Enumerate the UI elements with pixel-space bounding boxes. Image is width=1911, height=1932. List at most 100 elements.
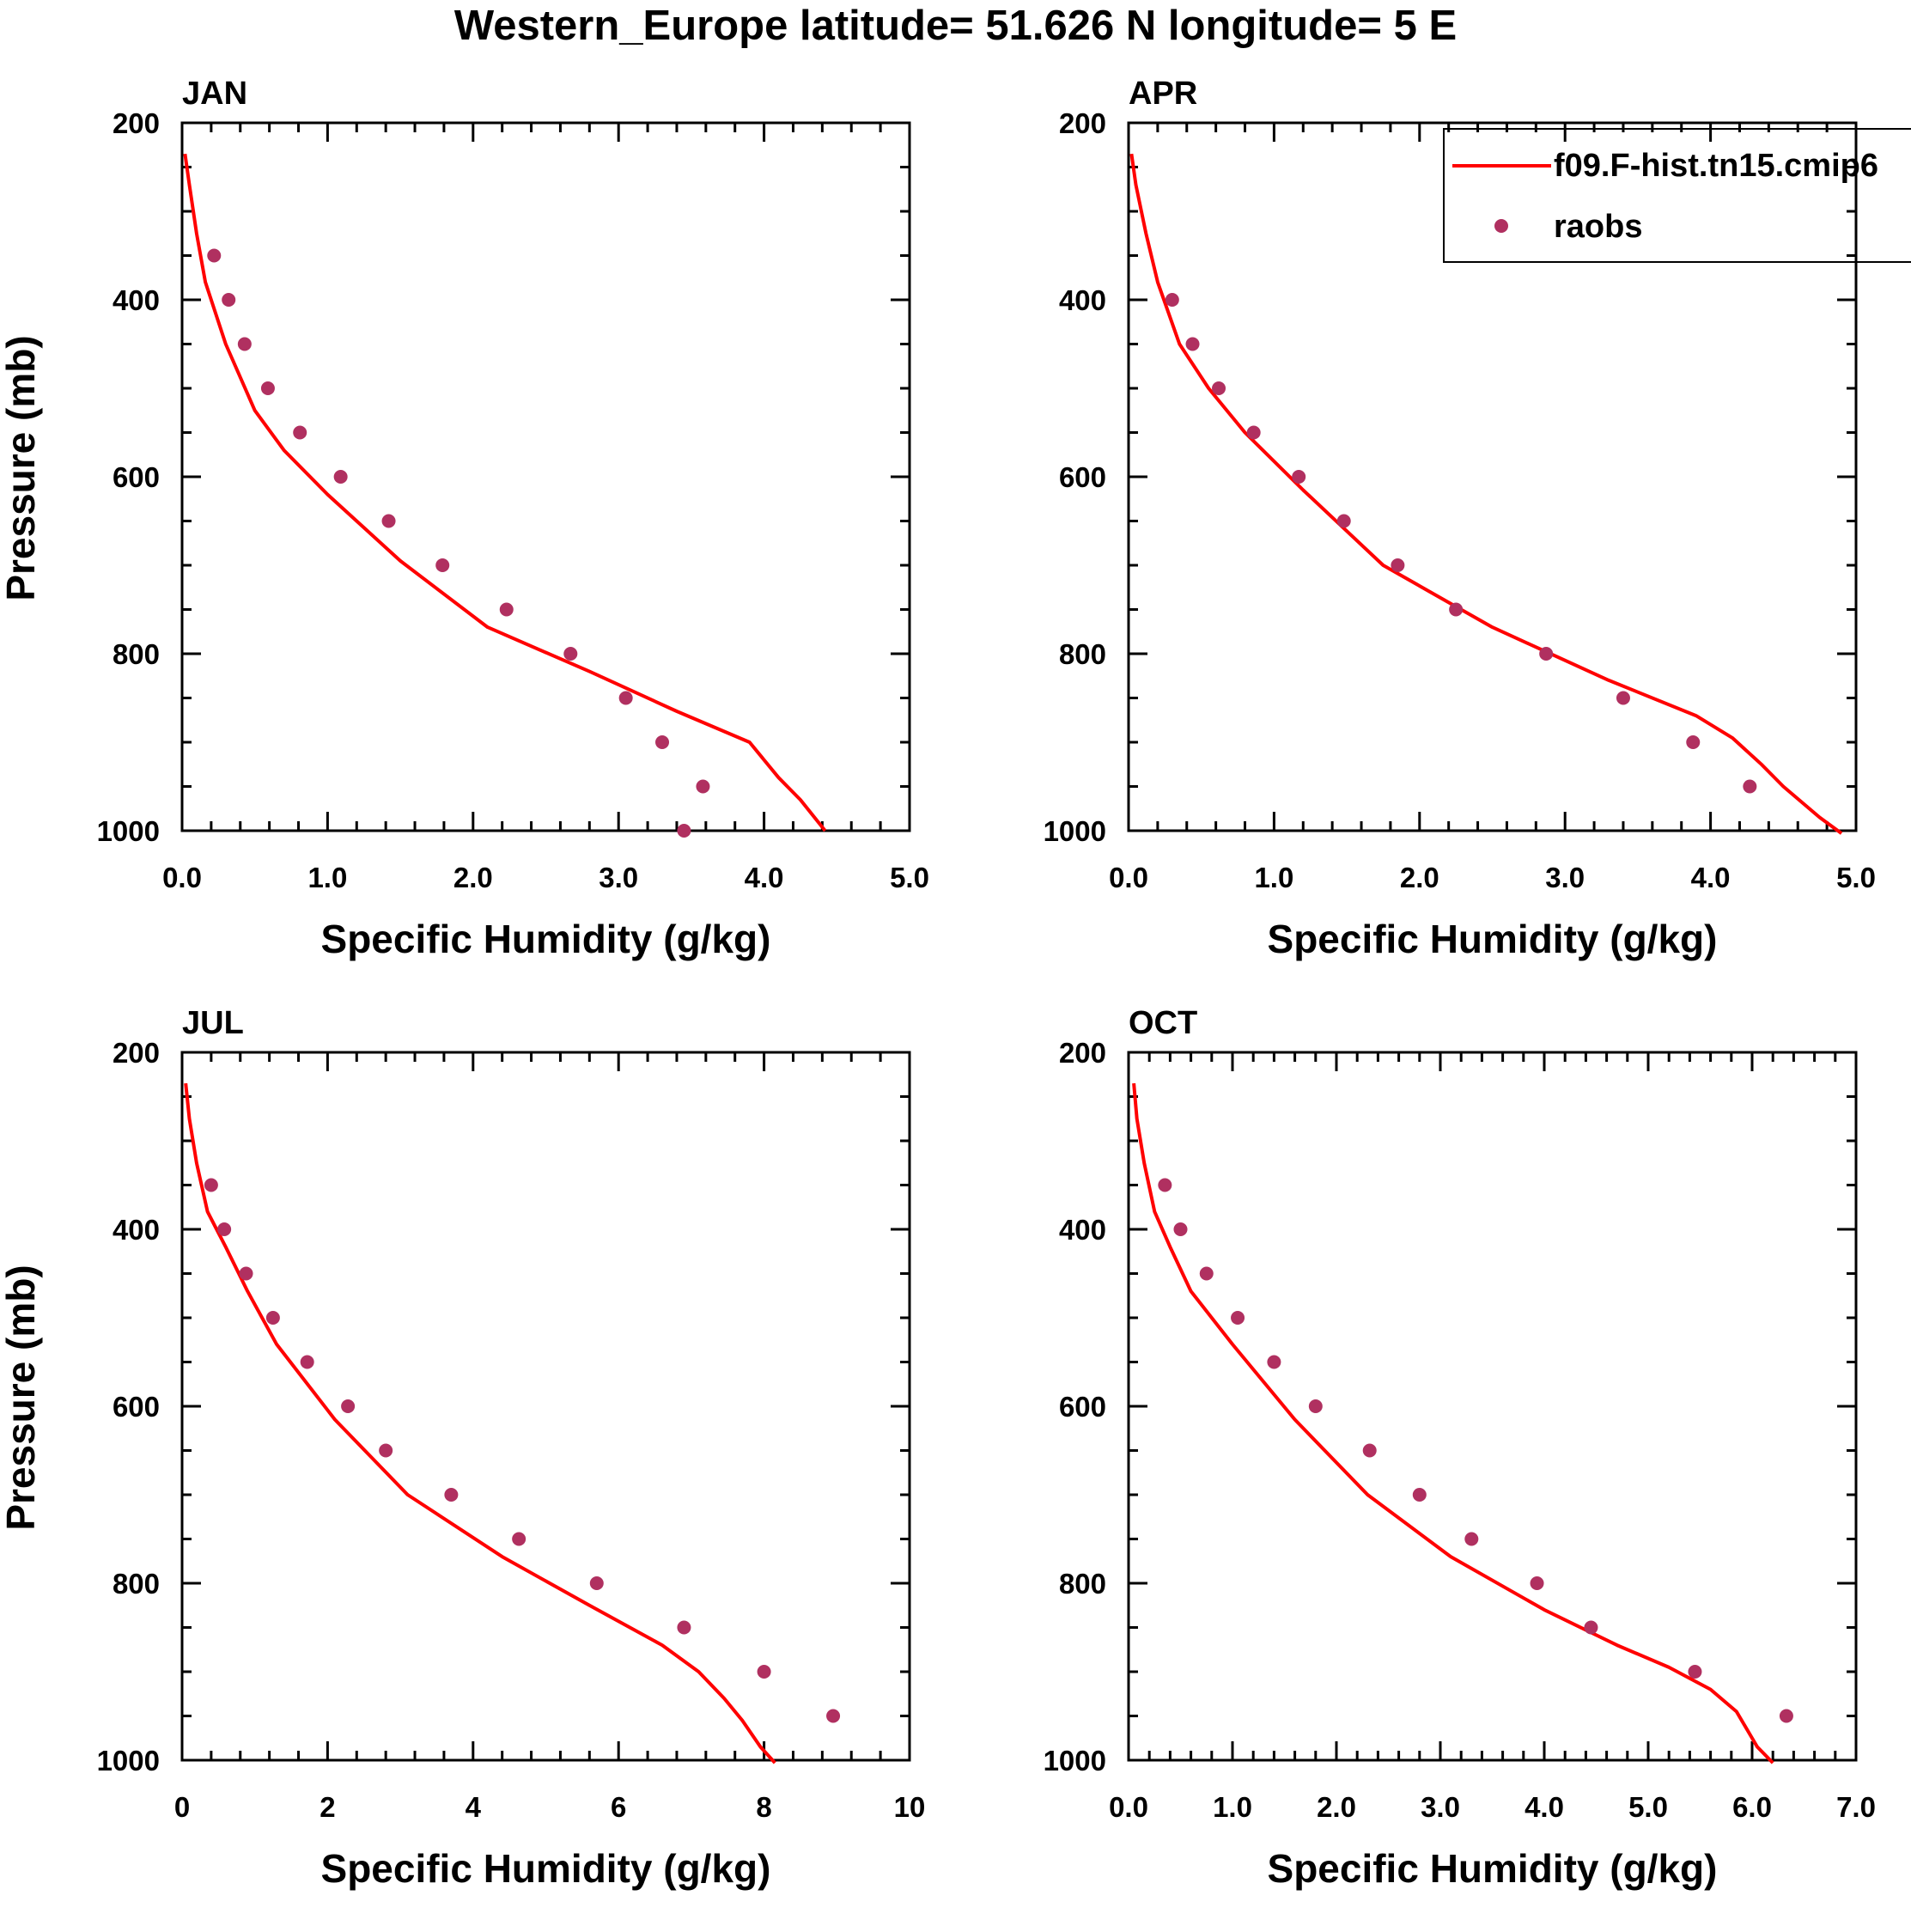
y-tick-label: 800 bbox=[1059, 638, 1106, 670]
figure-title: Western_Europe latitude= 51.626 N longit… bbox=[453, 3, 1458, 49]
y-tick-label: 800 bbox=[1059, 1568, 1106, 1600]
raobs-point bbox=[1688, 1665, 1702, 1679]
raobs-point bbox=[563, 647, 578, 661]
x-tick-label: 8 bbox=[756, 1791, 771, 1823]
y-tick-label: 200 bbox=[113, 107, 160, 139]
x-tick-label: 3.0 bbox=[1545, 862, 1585, 893]
raobs-point bbox=[237, 337, 252, 351]
raobs-point bbox=[217, 1222, 232, 1236]
x-axis-label: Specific Humidity (g/kg) bbox=[321, 917, 771, 961]
x-tick-label: 1.0 bbox=[1213, 1791, 1252, 1823]
raobs-point bbox=[618, 691, 633, 705]
raobs-point bbox=[1267, 1355, 1281, 1369]
raobs-point bbox=[239, 1266, 253, 1281]
raobs-point bbox=[333, 470, 348, 484]
raobs-point bbox=[341, 1399, 356, 1413]
x-tick-label: 2.0 bbox=[1317, 1791, 1356, 1823]
x-tick-label: 1.0 bbox=[307, 862, 347, 893]
x-tick-label: 3.0 bbox=[1421, 1791, 1460, 1823]
series-line-model bbox=[1132, 1082, 1774, 1764]
y-tick-label: 800 bbox=[113, 1568, 160, 1600]
panel-title: APR bbox=[1129, 76, 1197, 112]
x-tick-label: 0.0 bbox=[1109, 1791, 1148, 1823]
legend-label-model: f09.F-hist.tn15.cmip6 bbox=[1554, 148, 1878, 184]
raobs-point bbox=[696, 779, 710, 794]
chart-panel-apr: 0.0 1.0 2.0 3.0 4.0 5.0 200 400 600 800 1000 APR Spe… bbox=[1044, 76, 1911, 961]
y-tick-label: 600 bbox=[1059, 461, 1106, 493]
x-tick-label: 5.0 bbox=[890, 862, 929, 893]
raobs-point bbox=[1212, 381, 1226, 395]
raobs-point bbox=[1584, 1620, 1598, 1635]
chart-panel-jul: 0 2 4 6 8 10 200 400 600 800 1000 JUL Specific Humid… bbox=[0, 1005, 926, 1891]
x-tick-label: 4 bbox=[466, 1791, 482, 1823]
raobs-point bbox=[1464, 1532, 1479, 1546]
raobs-point bbox=[379, 1443, 393, 1458]
x-tick-label: 7.0 bbox=[1836, 1791, 1876, 1823]
raobs-point bbox=[381, 514, 396, 528]
raobs-point bbox=[293, 425, 307, 440]
x-tick-label: 6.0 bbox=[1732, 1791, 1772, 1823]
raobs-point bbox=[204, 1178, 218, 1192]
plot-frame bbox=[1127, 1051, 1858, 1762]
chart-panel-oct: 0.0 1.0 2.0 3.0 4.0 5.0 6.0 7.0 200 400 600 800 1000… bbox=[1044, 1005, 1876, 1891]
y-tick-label: 600 bbox=[1059, 1391, 1106, 1423]
raobs-point bbox=[1165, 293, 1179, 307]
raobs-point bbox=[1231, 1311, 1245, 1325]
series-line-model bbox=[183, 153, 827, 832]
raobs-point bbox=[265, 1311, 280, 1325]
raobs-point bbox=[1530, 1576, 1544, 1590]
raobs-point bbox=[655, 735, 670, 749]
raobs-point bbox=[1362, 1443, 1377, 1458]
raobs-point bbox=[1185, 337, 1200, 351]
x-tick-label: 0.0 bbox=[1109, 862, 1148, 893]
x-tick-label: 4.0 bbox=[1691, 862, 1731, 893]
raobs-point bbox=[1292, 470, 1306, 484]
x-tick-label: 6 bbox=[611, 1791, 626, 1823]
raobs-point bbox=[1199, 1266, 1214, 1281]
raobs-point bbox=[222, 293, 236, 307]
y-tick-label: 1000 bbox=[97, 815, 160, 847]
x-axis-label: Specific Humidity (g/kg) bbox=[1268, 1846, 1718, 1891]
raobs-point bbox=[1336, 514, 1351, 528]
chart-panel-jan: 0.0 1.0 2.0 3.0 4.0 5.0 200 400 600 800 1000 JAN Spe… bbox=[0, 76, 929, 961]
x-tick-label: 10 bbox=[894, 1791, 926, 1823]
raobs-point bbox=[677, 1620, 691, 1635]
raobs-point bbox=[1779, 1709, 1793, 1723]
y-tick-label: 600 bbox=[113, 461, 160, 493]
x-tick-label: 2.0 bbox=[1400, 862, 1439, 893]
x-axis-label: Specific Humidity (g/kg) bbox=[321, 1846, 771, 1891]
raobs-point bbox=[589, 1576, 604, 1590]
raobs-point bbox=[1686, 735, 1701, 749]
y-tick-label: 1000 bbox=[1044, 1745, 1106, 1777]
y-tick-label: 1000 bbox=[97, 1745, 160, 1777]
x-axis-label: Specific Humidity (g/kg) bbox=[1268, 917, 1718, 961]
raobs-point bbox=[1449, 602, 1464, 617]
raobs-point bbox=[260, 381, 275, 395]
panel-title: JUL bbox=[182, 1005, 244, 1041]
x-tick-label: 2 bbox=[320, 1791, 335, 1823]
raobs-point bbox=[1391, 558, 1405, 572]
legend-box bbox=[1443, 128, 1911, 263]
raobs-point bbox=[435, 558, 450, 572]
raobs-point bbox=[207, 248, 222, 263]
y-tick-label: 200 bbox=[1059, 107, 1106, 139]
y-axis-label: Pressure (mb) bbox=[0, 335, 43, 600]
legend-label-raobs: raobs bbox=[1554, 209, 1642, 245]
plot-frame bbox=[180, 121, 911, 832]
y-tick-label: 400 bbox=[1059, 284, 1106, 316]
raobs-point bbox=[1743, 779, 1757, 794]
raobs-point bbox=[1308, 1399, 1323, 1413]
series-line-model bbox=[184, 1082, 776, 1764]
raobs-point bbox=[1412, 1488, 1427, 1502]
y-tick-label: 400 bbox=[113, 284, 160, 316]
raobs-point bbox=[826, 1709, 841, 1723]
x-tick-label: 4.0 bbox=[745, 862, 784, 893]
y-tick-label: 400 bbox=[113, 1214, 160, 1246]
y-tick-label: 600 bbox=[113, 1391, 160, 1423]
x-tick-label: 0 bbox=[174, 1791, 190, 1823]
x-tick-label: 5.0 bbox=[1836, 862, 1876, 893]
y-axis-label: Pressure (mb) bbox=[0, 1265, 43, 1530]
raobs-point bbox=[499, 602, 514, 617]
panel-title: OCT bbox=[1129, 1005, 1197, 1041]
